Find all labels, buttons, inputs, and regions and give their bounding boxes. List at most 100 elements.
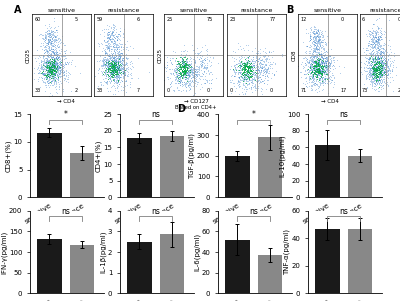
Point — [191, 73, 197, 77]
Point — [378, 61, 384, 66]
Point — [372, 62, 379, 67]
Point — [375, 78, 381, 82]
Point — [249, 63, 256, 68]
Point — [379, 84, 386, 88]
Point — [46, 37, 52, 42]
Point — [373, 64, 379, 69]
Point — [257, 53, 263, 58]
Point — [176, 79, 183, 84]
Point — [310, 35, 316, 39]
Point — [44, 76, 50, 81]
Point — [370, 38, 377, 42]
Point — [236, 75, 242, 80]
Point — [110, 23, 116, 28]
Point — [371, 64, 378, 69]
Point — [194, 50, 201, 55]
Point — [61, 63, 67, 68]
Point — [373, 39, 379, 44]
Point — [56, 45, 63, 49]
Text: 71: 71 — [300, 88, 307, 93]
Point — [114, 44, 120, 49]
Point — [369, 42, 376, 47]
Point — [178, 73, 185, 78]
Point — [264, 73, 270, 78]
Point — [376, 63, 383, 68]
Point — [48, 54, 54, 58]
Point — [188, 65, 195, 70]
Point — [168, 61, 174, 66]
Point — [314, 66, 321, 70]
Point — [245, 81, 251, 86]
Point — [326, 53, 333, 58]
Point — [380, 82, 386, 87]
Point — [243, 70, 250, 75]
Point — [204, 78, 210, 83]
Point — [45, 38, 51, 42]
Point — [102, 64, 108, 69]
Point — [376, 44, 382, 49]
Point — [108, 79, 114, 83]
Point — [317, 70, 323, 75]
Point — [364, 76, 371, 81]
Point — [376, 35, 383, 39]
Point — [181, 67, 188, 72]
Point — [308, 25, 314, 30]
Point — [44, 58, 50, 63]
Point — [325, 54, 331, 59]
Point — [184, 58, 190, 63]
Point — [54, 50, 60, 55]
Point — [48, 66, 54, 71]
Point — [108, 63, 114, 68]
Point — [44, 55, 50, 60]
Point — [374, 54, 381, 59]
Point — [107, 88, 113, 93]
Point — [117, 59, 123, 64]
Point — [112, 88, 118, 93]
Point — [116, 65, 122, 70]
Point — [382, 71, 388, 76]
Point — [322, 71, 329, 76]
Point — [382, 65, 388, 70]
Point — [59, 66, 66, 71]
Point — [174, 80, 181, 85]
Point — [104, 65, 111, 70]
Point — [114, 64, 120, 69]
Point — [244, 66, 251, 70]
Point — [258, 66, 265, 70]
Point — [374, 37, 381, 42]
Point — [181, 68, 187, 73]
Point — [165, 77, 172, 82]
Point — [387, 80, 393, 85]
Point — [244, 64, 250, 69]
Point — [253, 57, 259, 62]
Point — [311, 27, 317, 32]
Point — [170, 71, 176, 76]
Point — [370, 64, 376, 68]
Point — [313, 75, 320, 80]
Point — [56, 74, 62, 79]
Point — [51, 26, 57, 31]
Point — [116, 63, 122, 67]
Point — [176, 64, 182, 69]
Point — [371, 41, 378, 45]
Point — [244, 60, 250, 65]
Point — [374, 47, 381, 52]
Text: → CD127: → CD127 — [184, 99, 208, 104]
Point — [376, 48, 382, 53]
Point — [108, 71, 114, 76]
Point — [370, 39, 376, 44]
Point — [42, 47, 48, 51]
Point — [374, 29, 380, 34]
Point — [48, 62, 55, 67]
Point — [181, 65, 188, 70]
Point — [176, 65, 183, 70]
Point — [314, 49, 320, 54]
Point — [302, 69, 308, 73]
Point — [111, 77, 117, 82]
Point — [198, 49, 204, 54]
Point — [311, 47, 318, 52]
Point — [109, 58, 116, 63]
Point — [38, 74, 44, 79]
Point — [306, 61, 312, 66]
Point — [183, 73, 189, 78]
